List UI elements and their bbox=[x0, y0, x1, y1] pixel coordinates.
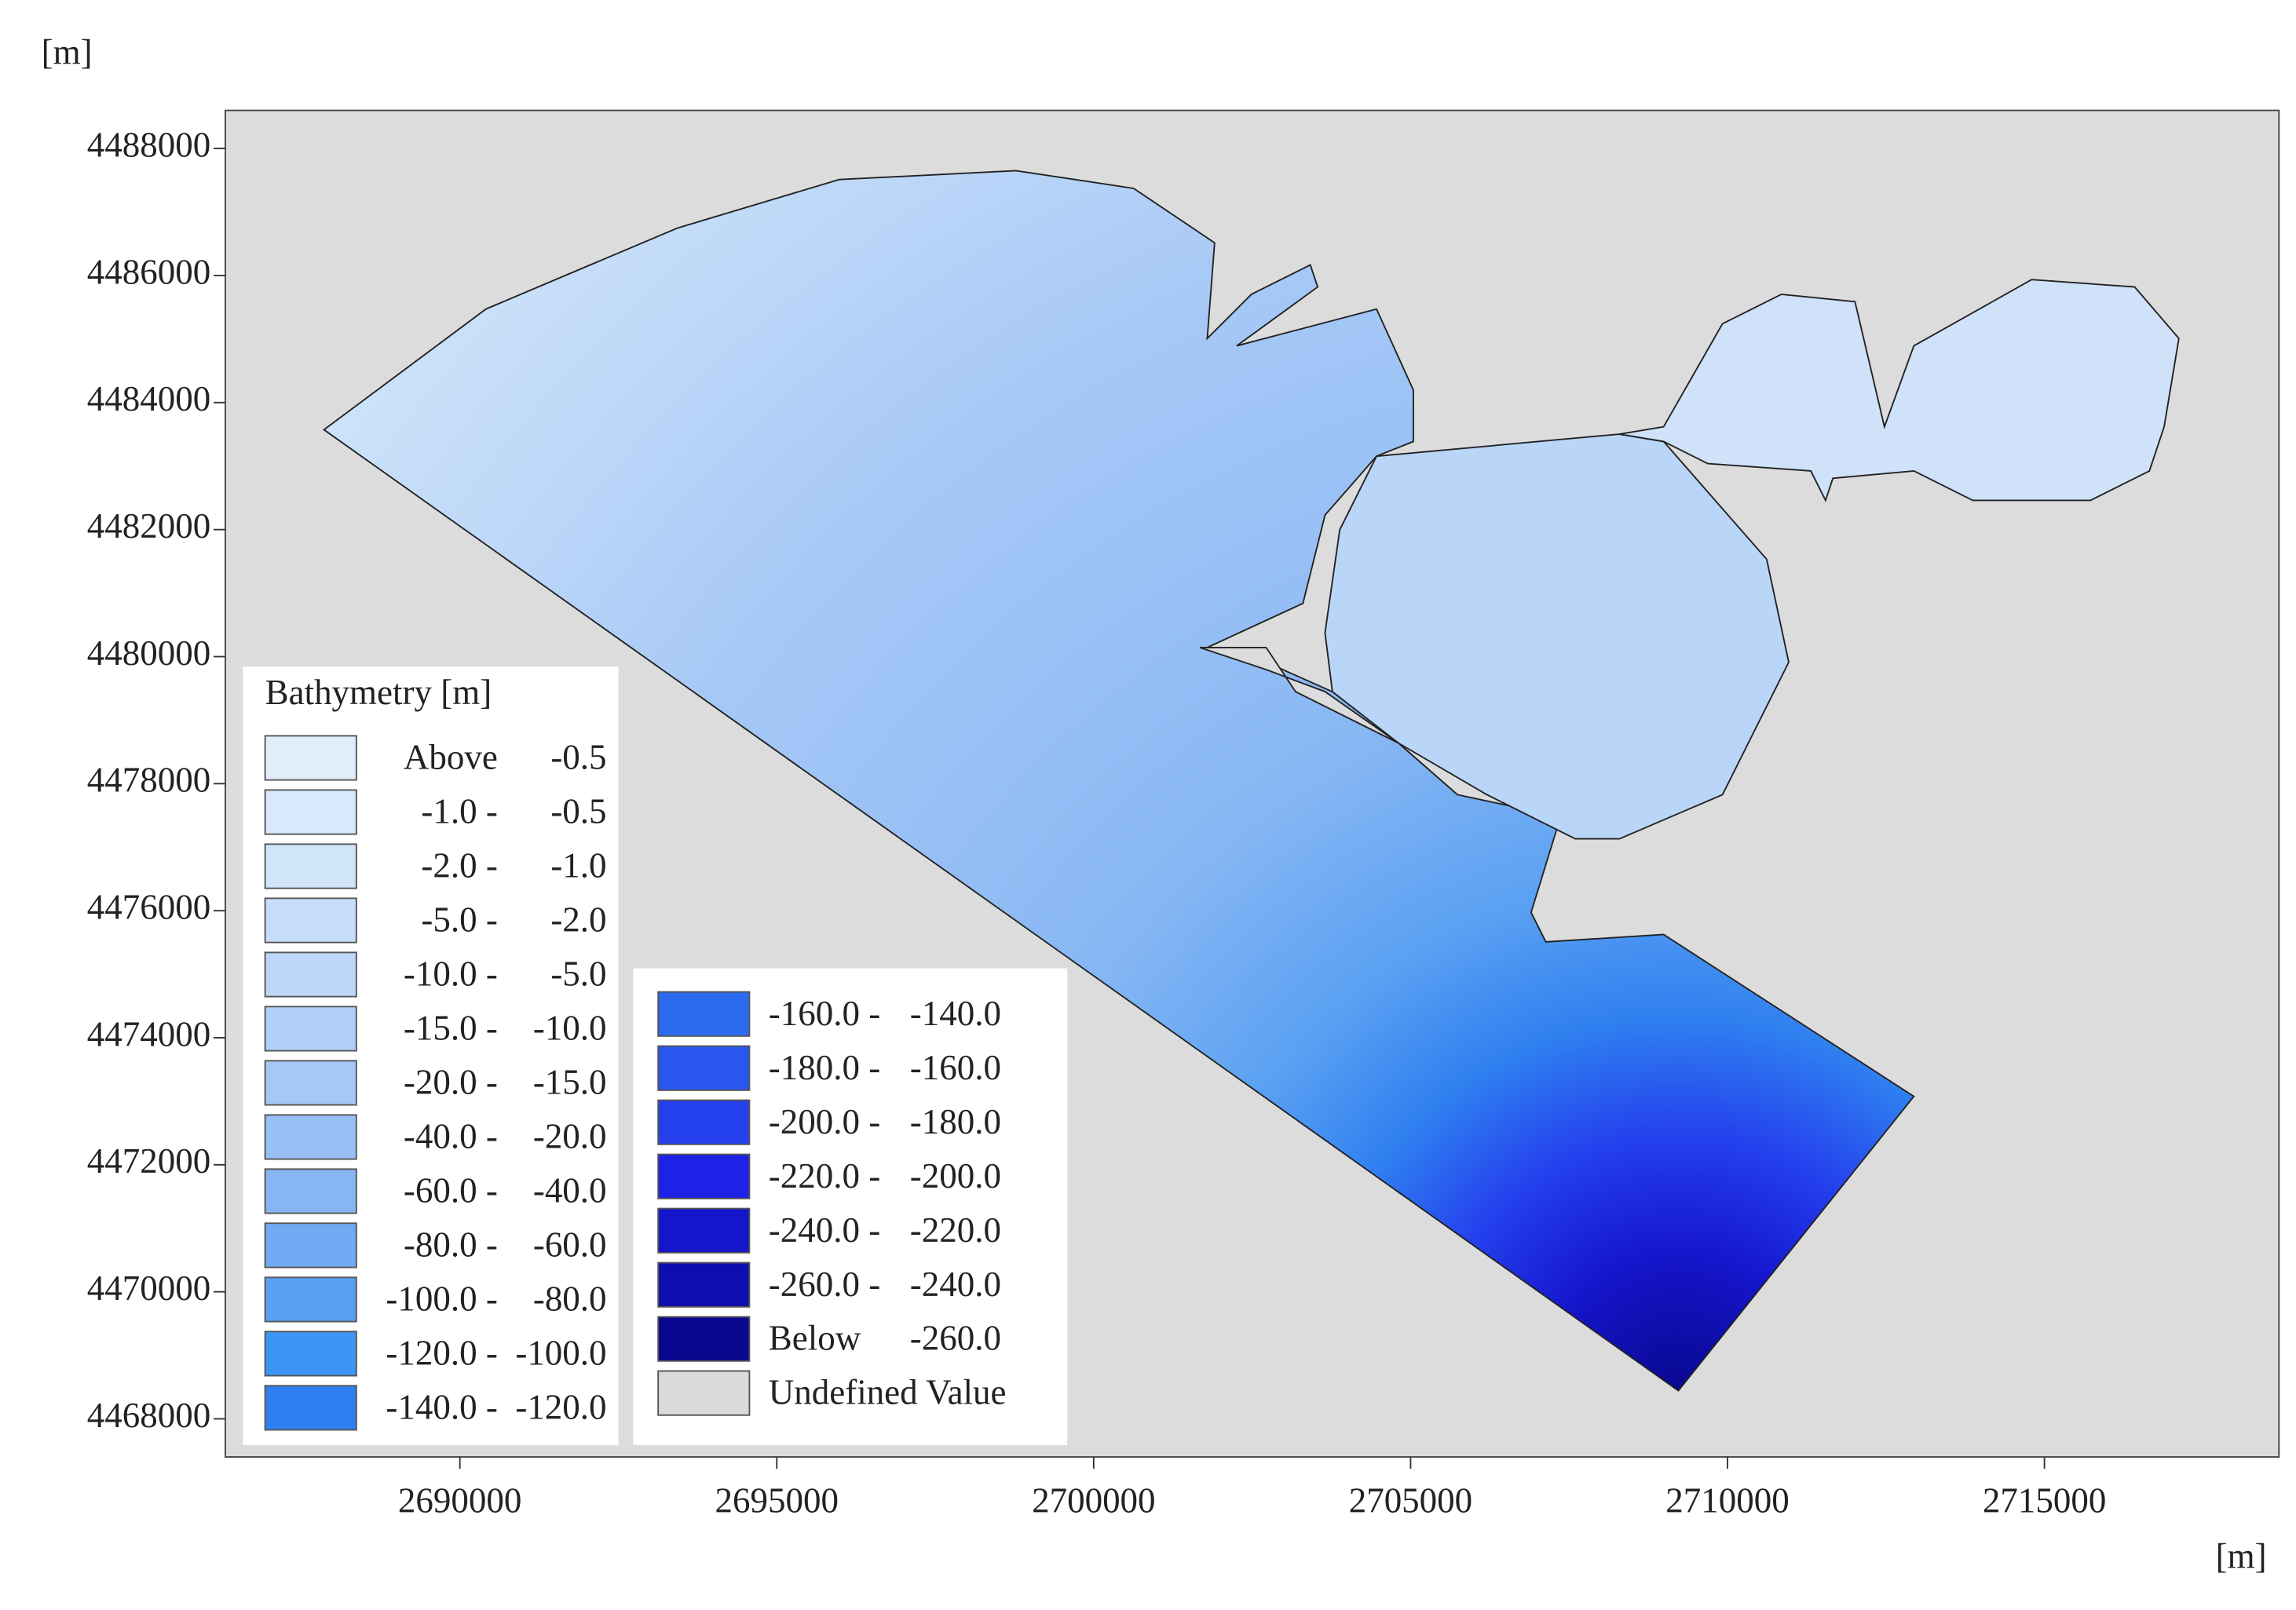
legend-label: -120.0 bbox=[515, 1387, 606, 1426]
legend-swatch bbox=[264, 1114, 357, 1160]
legend-swatch bbox=[264, 897, 357, 944]
legend-label: -260.0 bbox=[910, 1319, 1001, 1358]
x-tick-label: 2700000 bbox=[1032, 1480, 1155, 1520]
x-tick-label: 2695000 bbox=[715, 1480, 839, 1520]
legend-swatch bbox=[264, 1168, 357, 1214]
legend-label: -200.0 bbox=[910, 1156, 1001, 1196]
sea-area bbox=[323, 170, 1915, 1392]
y-tick-label: 4472000 bbox=[87, 1141, 210, 1181]
legend-label: -2.0 bbox=[550, 900, 606, 940]
y-tick-label: 4484000 bbox=[87, 379, 210, 418]
x-tick-label: 2715000 bbox=[1983, 1480, 2106, 1520]
legend-label: Undefined Value bbox=[769, 1373, 1007, 1412]
legend-label: -220.0 - bbox=[769, 1156, 880, 1196]
legend-swatch bbox=[657, 991, 751, 1037]
y-tick-label: 4478000 bbox=[87, 761, 210, 800]
legend-label: -180.0 bbox=[910, 1102, 1001, 1141]
y-tick-label: 4486000 bbox=[87, 252, 210, 291]
legend-label: -120.0 - bbox=[386, 1333, 497, 1372]
legend-label: -240.0 - bbox=[769, 1210, 880, 1250]
legend-swatch bbox=[657, 1045, 751, 1091]
y-tick-label: 4482000 bbox=[87, 506, 210, 546]
legend-swatch bbox=[264, 951, 357, 998]
legend-label: -0.5 bbox=[550, 738, 606, 777]
legend-label: -15.0 bbox=[533, 1063, 607, 1102]
y-unit: [m] bbox=[42, 33, 93, 72]
legend-label: -5.0 bbox=[550, 955, 606, 994]
legend-label: -180.0 - bbox=[769, 1048, 880, 1087]
legend-swatch bbox=[264, 1006, 357, 1052]
legend-swatch bbox=[264, 1222, 357, 1269]
legend-label: -160.0 bbox=[910, 1048, 1001, 1087]
legend-label: -60.0 bbox=[533, 1225, 607, 1265]
legend-swatch bbox=[657, 1207, 751, 1254]
y-tick-label: 4474000 bbox=[87, 1014, 210, 1053]
y-tick-label: 4476000 bbox=[87, 887, 210, 926]
legend-label: -1.0 - bbox=[421, 792, 497, 831]
legend-label: -200.0 - bbox=[769, 1102, 880, 1141]
legend-box bbox=[243, 666, 619, 1446]
legend-swatch bbox=[657, 1153, 751, 1199]
legend-label: -140.0 - bbox=[386, 1387, 497, 1426]
legend-swatch bbox=[264, 1385, 357, 1431]
legend-label: -20.0 - bbox=[404, 1063, 498, 1102]
legend-label: Above bbox=[404, 738, 498, 777]
legend-label: -100.0 - bbox=[386, 1280, 497, 1319]
legend-swatch bbox=[264, 1331, 357, 1377]
x-tick-label: 2705000 bbox=[1349, 1480, 1472, 1520]
legend-label: -0.5 bbox=[550, 792, 606, 831]
legend-swatch bbox=[657, 1261, 751, 1308]
legend-label: -100.0 bbox=[515, 1333, 606, 1372]
legend-label: -40.0 bbox=[533, 1171, 607, 1210]
legend-title: Bathymetry [m] bbox=[265, 673, 492, 712]
legend-swatch bbox=[264, 1276, 357, 1323]
legend-label: -40.0 - bbox=[404, 1117, 498, 1156]
legend-swatch bbox=[264, 1060, 357, 1106]
legend-label: -20.0 bbox=[533, 1117, 607, 1156]
legend-label: -80.0 - bbox=[404, 1225, 498, 1265]
legend-label: -10.0 bbox=[533, 1009, 607, 1048]
x-unit: [m] bbox=[2216, 1537, 2267, 1576]
legend-swatch bbox=[264, 789, 357, 835]
island bbox=[1199, 646, 1399, 744]
legend-label: Below bbox=[769, 1319, 861, 1358]
y-tick-label: 4488000 bbox=[87, 125, 210, 164]
legend-swatch bbox=[657, 1316, 751, 1362]
legend-label: -240.0 bbox=[910, 1265, 1001, 1304]
legend-label: -60.0 - bbox=[404, 1171, 498, 1210]
legend-label: -2.0 - bbox=[421, 846, 497, 885]
x-tick-label: 2710000 bbox=[1665, 1480, 1789, 1520]
x-tick-label: 2690000 bbox=[398, 1480, 521, 1520]
legend-label: -160.0 - bbox=[769, 994, 880, 1033]
y-tick-label: 4470000 bbox=[87, 1269, 210, 1308]
inner-basin bbox=[1619, 279, 2180, 502]
legend-label: -220.0 bbox=[910, 1210, 1001, 1250]
legend-label: -5.0 - bbox=[421, 900, 497, 940]
legend-label: -80.0 bbox=[533, 1280, 607, 1319]
legend-label: -15.0 - bbox=[404, 1009, 498, 1048]
legend-label: -1.0 bbox=[550, 846, 606, 885]
legend-label: -260.0 - bbox=[769, 1265, 880, 1304]
y-tick-label: 4480000 bbox=[87, 633, 210, 673]
y-tick-label: 4468000 bbox=[87, 1396, 210, 1435]
legend-swatch bbox=[657, 1370, 751, 1416]
domain bbox=[323, 170, 2180, 1392]
legend-swatch bbox=[264, 735, 357, 781]
legend-label: -10.0 - bbox=[404, 955, 498, 994]
legend-swatch bbox=[264, 843, 357, 889]
legend-swatch bbox=[657, 1099, 751, 1145]
legend-label: -140.0 bbox=[910, 994, 1001, 1033]
